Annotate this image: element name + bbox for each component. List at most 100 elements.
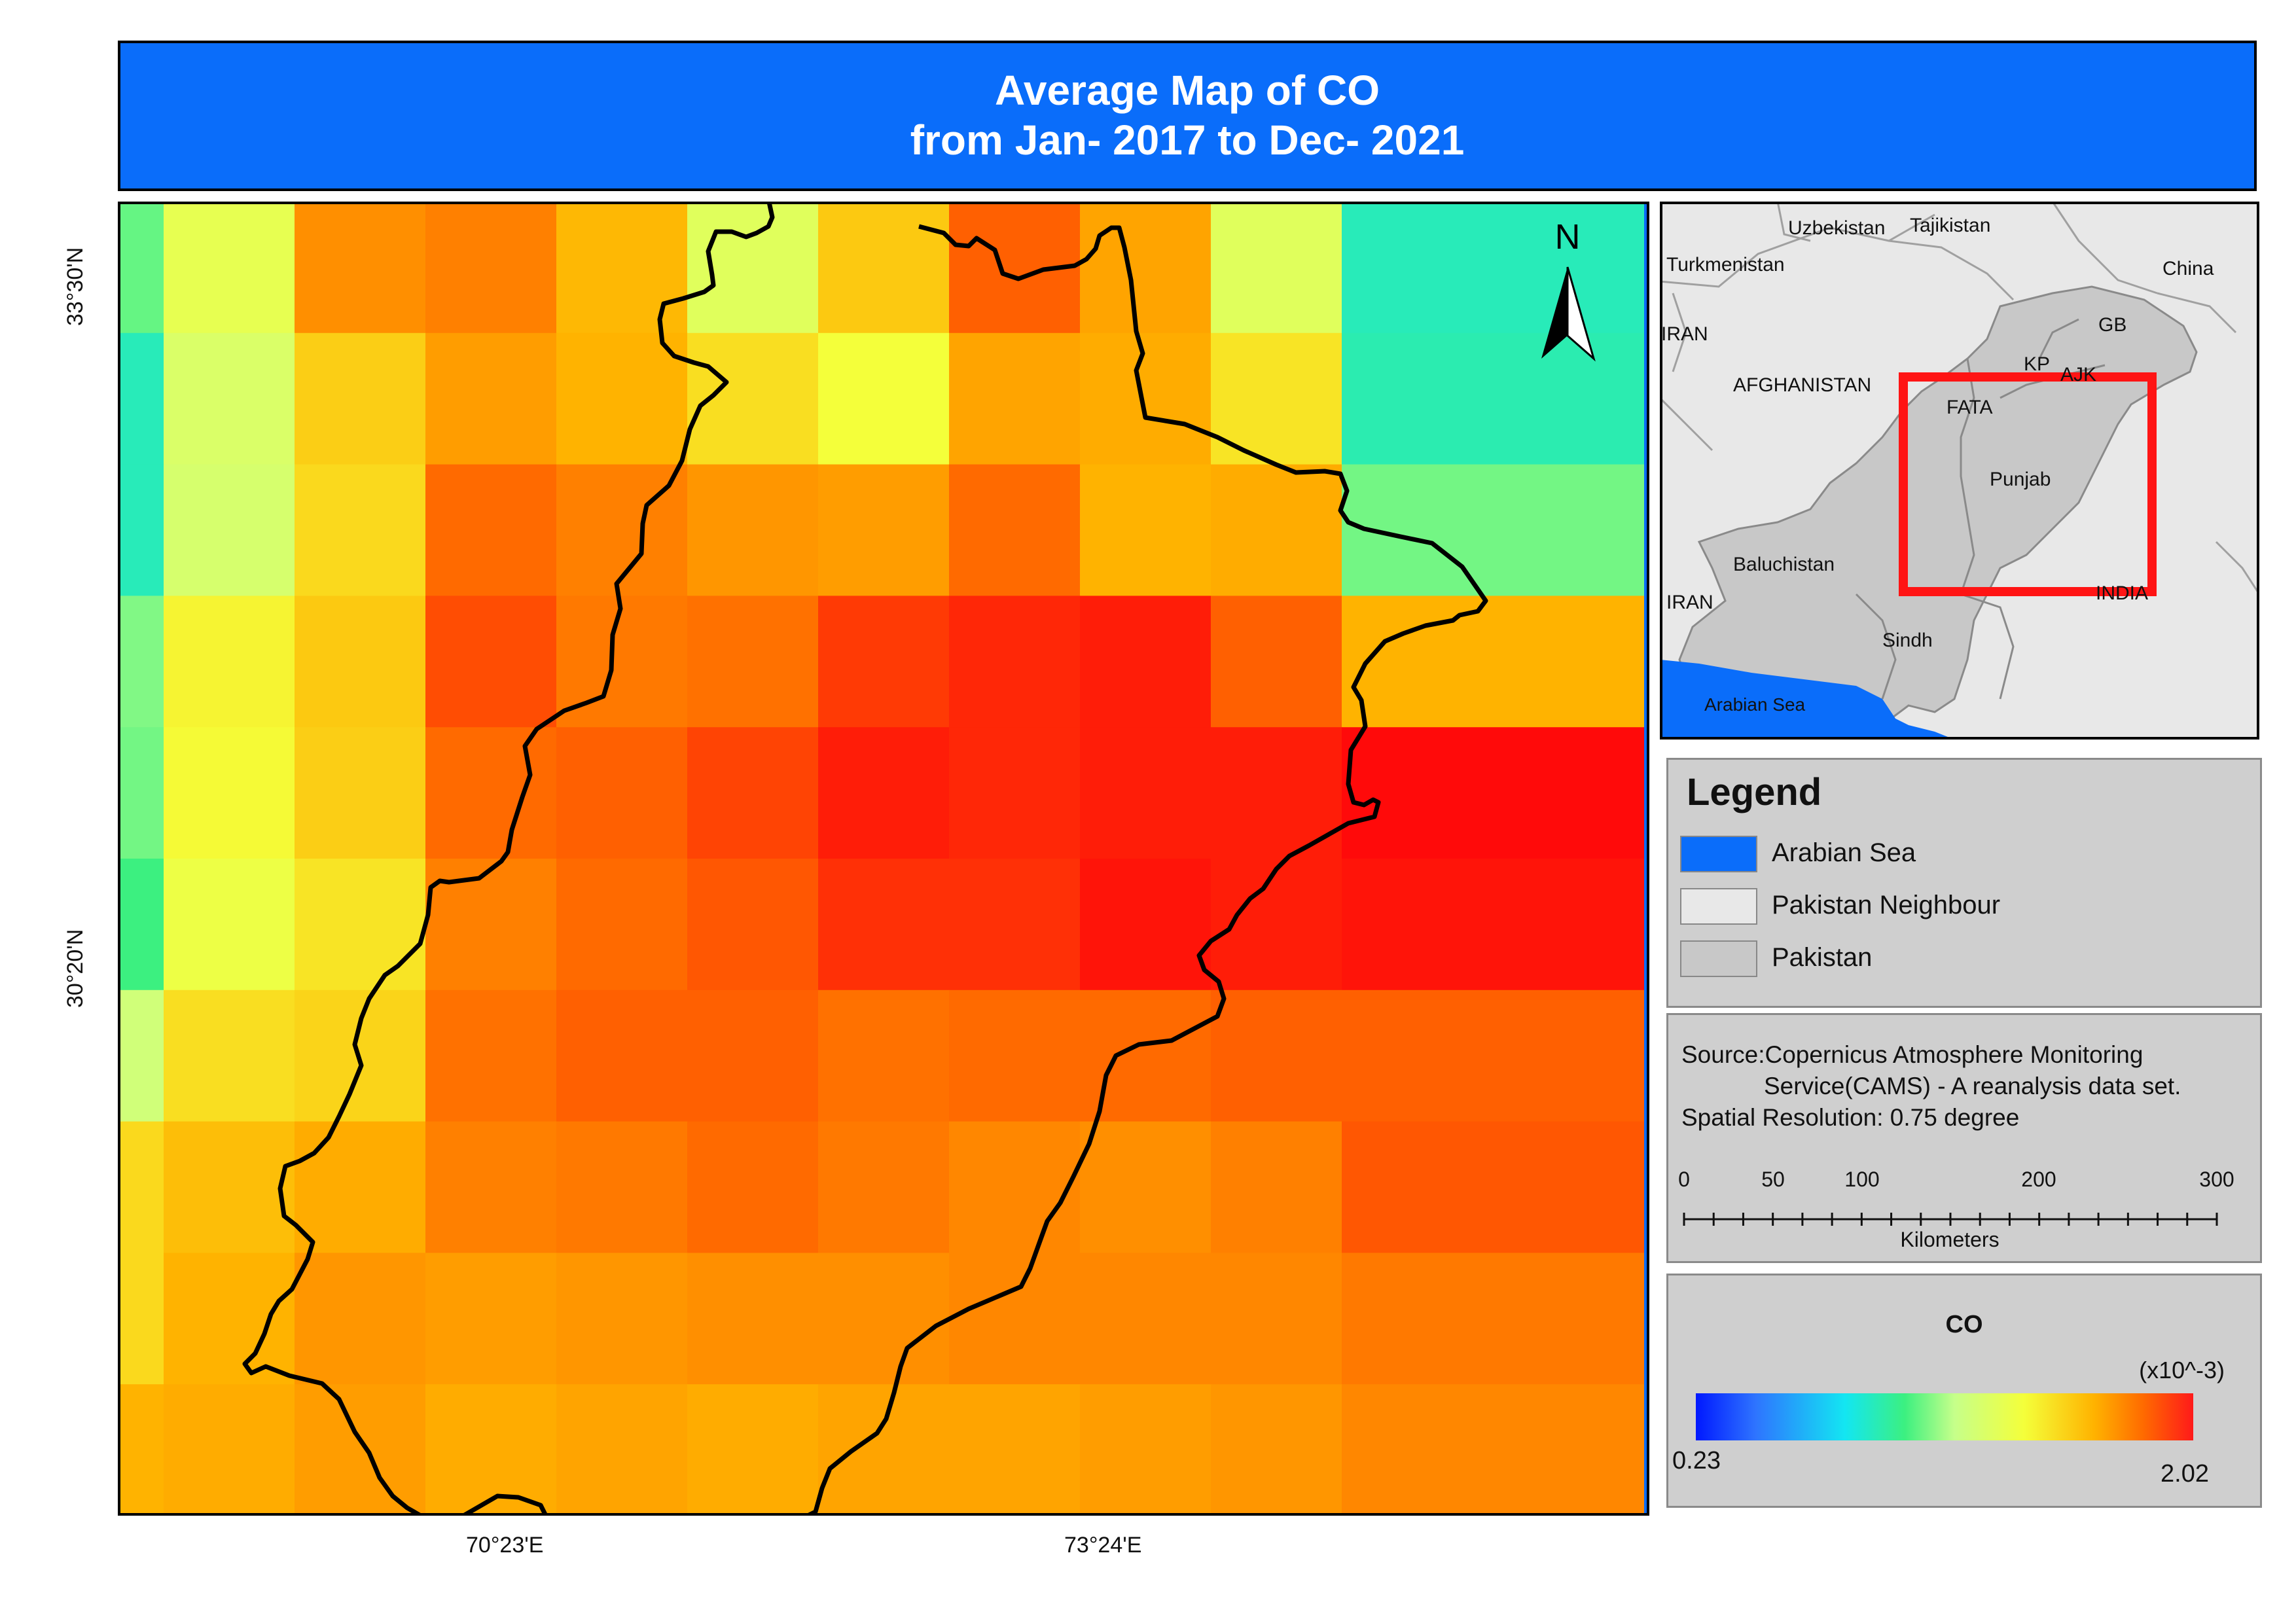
north-arrow-icon xyxy=(1541,266,1596,362)
inset-label-fata: FATA xyxy=(1946,397,1993,418)
raster-cell xyxy=(556,1121,688,1253)
raster-cell xyxy=(818,1121,950,1253)
inset-label-gb: GB xyxy=(2098,314,2126,336)
legend-swatch xyxy=(1680,836,1757,872)
raster-cell xyxy=(295,727,426,859)
raster-cell xyxy=(295,859,426,991)
raster-cell xyxy=(1080,332,1211,465)
map-title-box: Average Map of CO from Jan- 2017 to Dec-… xyxy=(118,41,2257,191)
pakistan-shape xyxy=(1678,285,2198,726)
raster-cell xyxy=(818,990,950,1122)
raster-cell xyxy=(295,464,426,596)
source-line-2: Service(CAMS) - A reanalysis data set. xyxy=(1764,1073,2181,1099)
raster-cell xyxy=(1080,1253,1211,1385)
source-panel: Source:Copernicus Atmosphere Monitoring … xyxy=(1666,1013,2262,1263)
scale-tick-label: 200 xyxy=(2021,1168,2056,1191)
scale-tick-label: 300 xyxy=(2199,1168,2234,1191)
raster-cell xyxy=(949,332,1081,465)
lat-label-1: 33°30'N xyxy=(63,247,88,326)
inset-label-turkmenistan: Turkmenistan xyxy=(1666,254,1785,276)
colorbar-max-label: 2.02 xyxy=(2161,1460,2209,1488)
raster-cell xyxy=(118,1384,164,1516)
raster-cell xyxy=(1342,1384,1645,1516)
raster-cell xyxy=(118,859,164,991)
raster-cell xyxy=(425,596,557,728)
raster-cell xyxy=(1080,1384,1211,1516)
legend-item-label: Pakistan xyxy=(1772,943,1873,972)
raster-cell xyxy=(1080,596,1211,728)
raster-cell xyxy=(164,464,295,596)
raster-cell xyxy=(118,202,164,334)
raster-cell xyxy=(818,1384,950,1516)
scale-bar: 0 50 100 200 300 Kilometers xyxy=(1678,1168,2234,1251)
raster-cell xyxy=(295,202,426,334)
raster-cell xyxy=(1342,596,1645,728)
raster-cell xyxy=(295,1384,426,1516)
map-title-line1: Average Map of CO xyxy=(995,67,1380,114)
raster-cell xyxy=(687,596,819,728)
inset-map: Uzbekistan Tajikistan Turkmenistan China… xyxy=(1660,202,2259,740)
inset-label-china: China xyxy=(2162,258,2214,279)
colorbar-gradient xyxy=(1696,1393,2193,1440)
raster-cell xyxy=(818,727,950,859)
raster-cell xyxy=(1211,1384,1342,1516)
raster-cell xyxy=(687,990,819,1122)
raster-cell xyxy=(949,1253,1081,1385)
raster-cell xyxy=(164,1384,295,1516)
legend-swatch xyxy=(1680,888,1757,925)
raster-cell xyxy=(295,596,426,728)
raster-cell xyxy=(425,990,557,1122)
raster-cell xyxy=(818,464,950,596)
raster-cell xyxy=(1211,596,1342,728)
raster-cell xyxy=(1342,727,1645,859)
colorbar-min-label: 0.23 xyxy=(1672,1447,1721,1474)
raster-cell xyxy=(1080,859,1211,991)
scale-tick-label: 0 xyxy=(1678,1168,1690,1191)
inset-label-afghanistan: AFGHANISTAN xyxy=(1733,374,1871,396)
raster-cell xyxy=(949,1121,1081,1253)
raster-cell xyxy=(118,727,164,859)
raster-cell xyxy=(818,332,950,465)
map-title-line2: from Jan- 2017 to Dec- 2021 xyxy=(910,116,1465,164)
raster-cell xyxy=(164,1253,295,1385)
raster-cell xyxy=(295,332,426,465)
raster-cell xyxy=(1342,202,1645,334)
lon-label-1: 70°23'E xyxy=(466,1533,544,1558)
raster-cell xyxy=(556,1253,688,1385)
raster-cell xyxy=(1080,1121,1211,1253)
inset-label-iran-north: IRAN xyxy=(1661,323,1708,345)
north-arrow-label: N xyxy=(1555,217,1581,257)
raster-cell xyxy=(164,202,295,334)
raster-cell xyxy=(1080,464,1211,596)
raster-cell xyxy=(949,859,1081,991)
raster-cell xyxy=(1211,1253,1342,1385)
raster-cell xyxy=(556,990,688,1122)
lon-label-2: 73°24'E xyxy=(1064,1533,1142,1558)
raster-cell xyxy=(164,727,295,859)
raster-cell xyxy=(425,1121,557,1253)
raster-cell xyxy=(949,464,1081,596)
source-line-1: Source:Copernicus Atmosphere Monitoring xyxy=(1681,1041,2144,1068)
raster-cell xyxy=(949,1384,1081,1516)
raster-cell xyxy=(1211,1121,1342,1253)
raster-cell xyxy=(1211,202,1342,334)
raster-cell xyxy=(818,859,950,991)
inset-label-baluchistan: Baluchistan xyxy=(1733,554,1835,575)
raster-cell xyxy=(118,464,164,596)
raster-cell xyxy=(164,332,295,465)
raster-cell xyxy=(556,859,688,991)
raster-cell xyxy=(118,332,164,465)
raster-cell xyxy=(425,1384,557,1516)
colorbar-unit: (x10^-3) xyxy=(2139,1357,2225,1383)
raster-cell xyxy=(687,1253,819,1385)
legend-panel: Legend Arabian Sea Pakistan Neighbour Pa… xyxy=(1666,758,2262,1008)
raster-cell xyxy=(425,202,557,334)
punjab-boundary xyxy=(242,202,1488,1516)
main-map-frame xyxy=(118,202,1649,1516)
raster-cell xyxy=(949,596,1081,728)
raster-cell xyxy=(687,1121,819,1253)
raster-cell xyxy=(118,1253,164,1385)
raster-cell xyxy=(818,202,950,334)
legend-item-label: Pakistan Neighbour xyxy=(1772,891,2001,919)
raster-cell xyxy=(1342,1253,1645,1385)
